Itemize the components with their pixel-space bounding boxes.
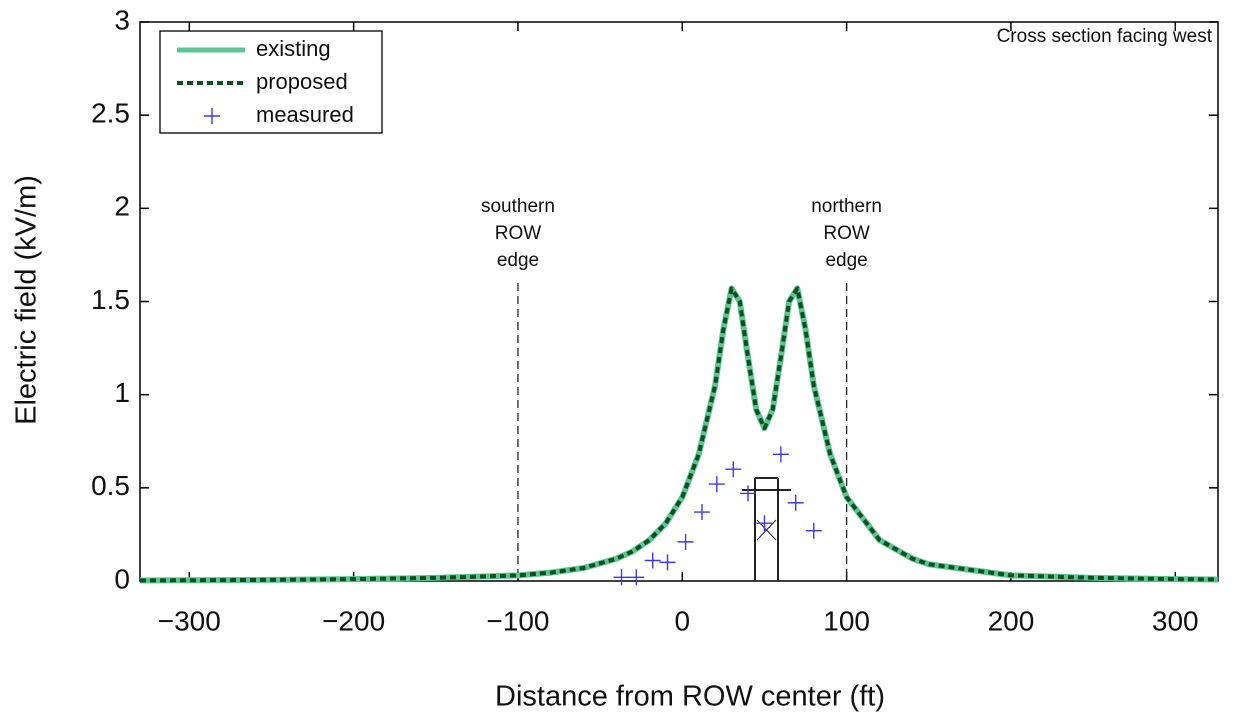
y-tick-label: 3	[114, 4, 130, 35]
measured-point	[787, 494, 804, 511]
y-tick-label: 2.5	[91, 98, 130, 129]
measured-point	[694, 504, 711, 521]
measured-point	[805, 522, 822, 539]
measured-point	[772, 446, 789, 463]
x-tick-label: 100	[823, 605, 870, 636]
y-tick-label: 2	[114, 191, 130, 222]
y-axis-label: Electric field (kV/m)	[11, 175, 43, 425]
annotation: edge	[825, 250, 867, 271]
x-tick-label: 300	[1152, 605, 1199, 636]
measured-point	[628, 569, 645, 586]
measured-point	[659, 554, 676, 571]
legend-label: proposed	[256, 69, 348, 94]
annotation: northern	[811, 196, 882, 217]
measured-point	[613, 569, 630, 586]
measured-point	[740, 485, 757, 502]
y-tick-label: 0	[114, 563, 130, 594]
x-tick-label: 0	[674, 605, 690, 636]
annotation: southern	[481, 196, 555, 217]
measured-point	[756, 515, 773, 532]
legend-label: existing	[256, 36, 331, 61]
measured-point	[708, 476, 725, 493]
annotation: edge	[497, 250, 539, 271]
x-tick-label: −200	[322, 605, 385, 636]
series-line	[139, 285, 1219, 584]
x-tick-label: 200	[988, 605, 1035, 636]
measured-point	[725, 461, 742, 478]
x-tick-label: −100	[486, 605, 549, 636]
y-tick-label: 1	[114, 377, 130, 408]
annotation: Cross section facing west	[997, 26, 1213, 47]
y-tick-label: 1.5	[91, 284, 130, 315]
legend-marker	[204, 108, 220, 124]
measured-point	[677, 533, 694, 550]
annotation: ROW	[495, 223, 542, 244]
annotation: ROW	[823, 223, 870, 244]
y-tick-label: 0.5	[91, 470, 130, 501]
x-axis-label: Distance from ROW center (ft)	[495, 681, 885, 713]
legend-label: measured	[256, 102, 354, 127]
measured-point	[644, 552, 661, 569]
series-line	[139, 286, 1219, 583]
x-tick-label: −300	[158, 605, 221, 636]
